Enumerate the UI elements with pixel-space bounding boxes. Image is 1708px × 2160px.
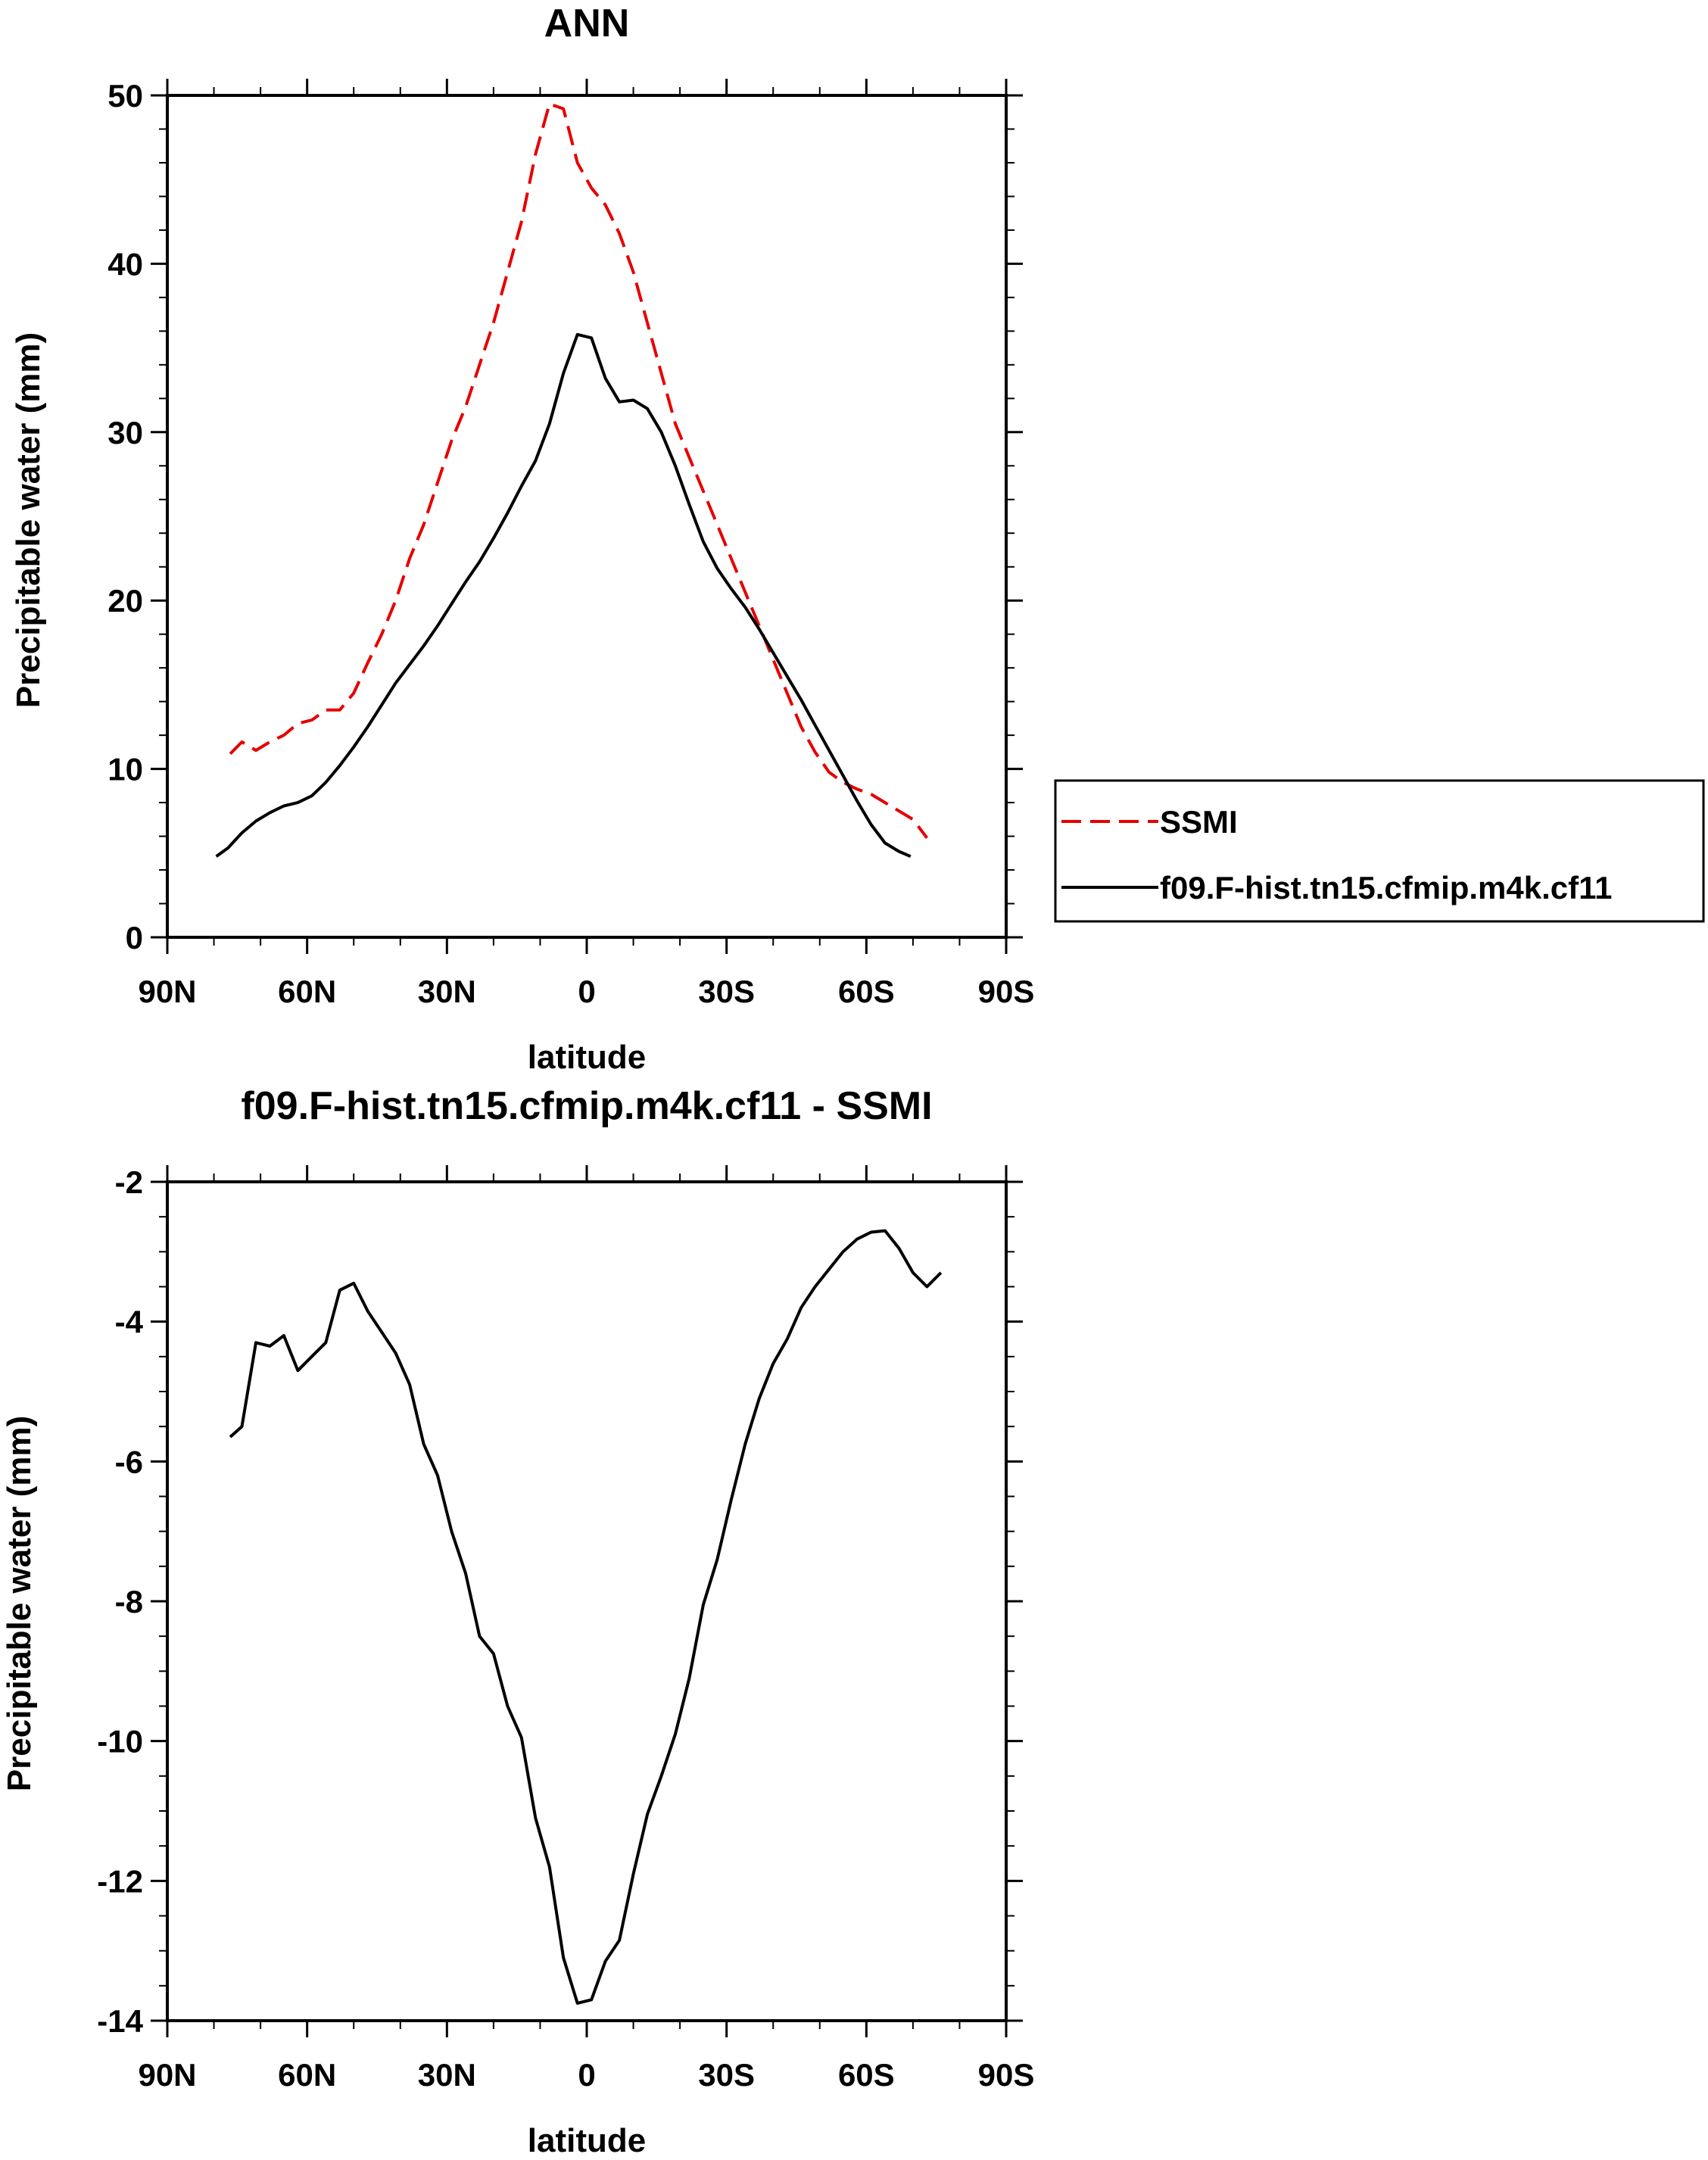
x-tick-label: 60N bbox=[278, 2057, 336, 2093]
y-tick-label: -8 bbox=[115, 1584, 143, 1619]
x-tick-label: 30N bbox=[418, 2057, 476, 2093]
top-panel-ylabel: Precipitable water (mm) bbox=[10, 332, 47, 708]
y-tick-label: -6 bbox=[115, 1444, 143, 1479]
x-tick-label: 30N bbox=[418, 974, 476, 1009]
top-panel-lines bbox=[215, 102, 928, 859]
x-tick-label: 90N bbox=[138, 974, 196, 1009]
bottom-panel-xlabel: latitude bbox=[528, 2122, 646, 2159]
y-tick-label: -12 bbox=[97, 1863, 143, 1899]
series-line-0 bbox=[229, 102, 928, 840]
top-panel: ANN Precipitable water (mm) latitude 90N… bbox=[10, 2, 1034, 1076]
bottom-panel-ylabel: Precipitable water (mm) bbox=[1, 1416, 38, 1791]
y-tick-label: 0 bbox=[126, 920, 143, 955]
y-tick-label: -2 bbox=[115, 1164, 143, 1200]
top-panel-frame bbox=[166, 94, 1008, 939]
bottom-panel-lines bbox=[229, 1229, 943, 2005]
y-tick-label: -4 bbox=[115, 1304, 144, 1340]
series-line-0 bbox=[229, 1229, 943, 2005]
y-tick-label: 10 bbox=[108, 752, 143, 787]
y-tick-label: 40 bbox=[108, 246, 143, 282]
top-panel-title: ANN bbox=[544, 2, 630, 45]
x-tick-label: 90S bbox=[978, 974, 1035, 1009]
y-tick-label: -10 bbox=[97, 1724, 143, 1759]
bottom-panel-ticks bbox=[151, 1165, 1023, 2037]
bottom-panel-frame bbox=[166, 1180, 1008, 2022]
y-tick-label: 30 bbox=[108, 415, 143, 450]
x-tick-label: 90N bbox=[138, 2057, 196, 2093]
x-tick-label: 60N bbox=[278, 974, 336, 1009]
bottom-panel-title: f09.F-hist.tn15.cfmip.m4k.cf11 - SSMI bbox=[241, 1084, 932, 1128]
x-tick-label: 30S bbox=[698, 974, 755, 1009]
legend-ssmi-label: SSMI bbox=[1160, 804, 1238, 840]
legend: SSMI f09.F-hist.tn15.cfmip.m4k.cf11 bbox=[1054, 779, 1705, 923]
x-tick-label: 90S bbox=[978, 2057, 1035, 2093]
top-panel-tick-labels: 90N 60N 30N 0 30S 60S 90S 0 10 20 30 40 50 bbox=[108, 78, 1034, 1009]
x-tick-label: 0 bbox=[578, 974, 595, 1009]
x-tick-label: 30S bbox=[698, 2057, 755, 2093]
x-tick-label: 60S bbox=[838, 2057, 895, 2093]
y-tick-label: 20 bbox=[108, 583, 143, 619]
top-panel-xlabel: latitude bbox=[528, 1039, 646, 1076]
legend-model-label: f09.F-hist.tn15.cfmip.m4k.cf11 bbox=[1160, 870, 1613, 905]
bottom-panel: f09.F-hist.tn15.cfmip.m4k.cf11 - SSMI Pr… bbox=[1, 1084, 1034, 2159]
y-tick-label: -14 bbox=[97, 2003, 143, 2039]
x-tick-label: 60S bbox=[838, 974, 895, 1009]
top-panel-ticks bbox=[151, 79, 1023, 954]
x-tick-label: 0 bbox=[578, 2057, 595, 2093]
legend-box bbox=[1054, 779, 1705, 923]
bottom-panel-tick-labels: 90N 60N 30N 0 30S 60S 90S -14 -12 -10 -8 -6 -4 -2 bbox=[97, 1164, 1034, 2093]
y-tick-label: 50 bbox=[108, 78, 143, 114]
series-line-1 bbox=[215, 332, 912, 859]
